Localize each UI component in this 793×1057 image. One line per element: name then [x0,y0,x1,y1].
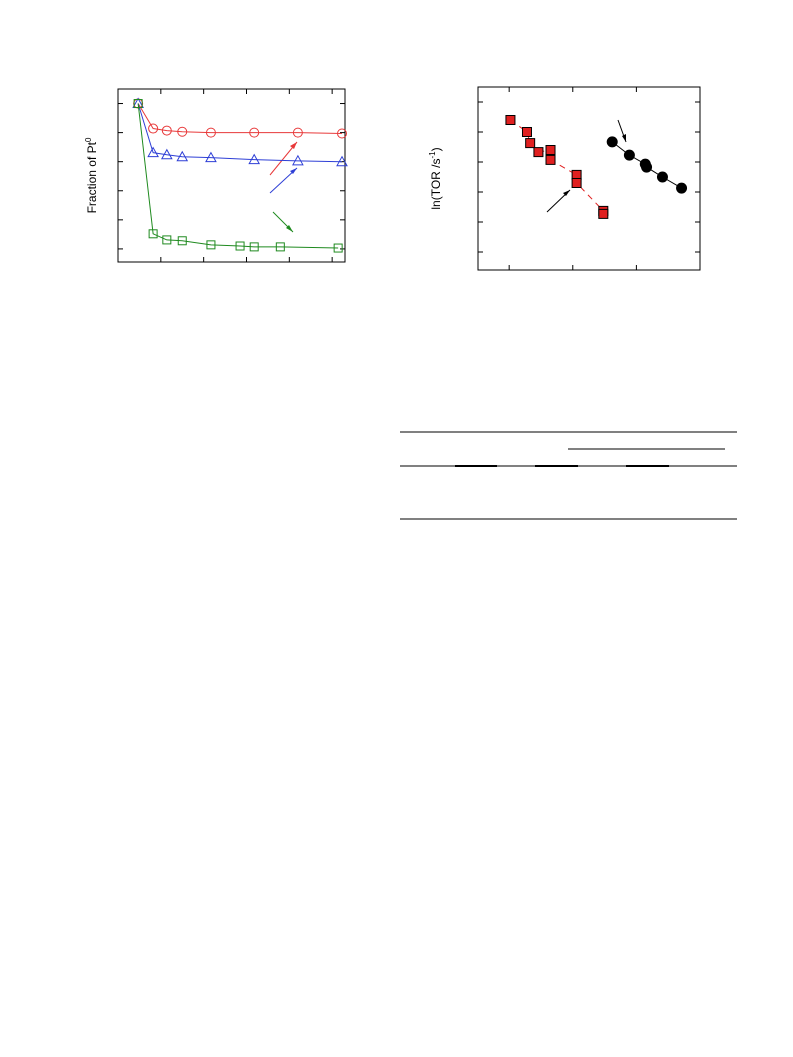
y-axis-label: ln(TOR /s-1) [428,147,443,209]
chart: Fraction of Pt0 [84,88,348,263]
marker [177,236,187,246]
marker [533,147,544,158]
marker [292,154,304,166]
marker [337,128,348,139]
marker [148,229,158,239]
marker [133,99,143,109]
marker [235,241,245,251]
marker [521,127,532,137]
marker [148,123,159,134]
arrow-head [290,142,297,149]
marker [275,242,285,252]
label-text: ln(TOR /s [429,159,443,210]
marker [336,155,348,167]
series-line [137,103,343,163]
arrow-head [563,190,570,196]
chart: ln(TOR /s-1) [428,86,701,271]
arrow-head [286,225,293,232]
marker [249,127,260,138]
marker [206,240,216,250]
marker [162,235,172,245]
marker [545,145,556,155]
marker [623,149,635,161]
label-text: Fraction of Pt [85,141,99,213]
marker [525,138,536,149]
series-line [510,119,604,214]
marker [333,243,343,253]
marker [176,150,189,162]
marker [248,153,261,165]
table-rules [400,431,737,520]
arrow-head [622,134,626,142]
plot-frame [117,88,346,263]
superscript: -1 [428,151,437,159]
marker [161,125,172,136]
marker [598,208,609,219]
marker [160,148,173,160]
marker [545,154,556,165]
series-line [137,103,343,134]
label-text: ) [429,147,443,151]
arrows [269,119,627,233]
marker [571,178,582,188]
series-line [137,103,339,249]
marker [505,115,516,125]
arrow-head [290,168,297,174]
marker [292,127,303,138]
superscript: 0 [84,137,93,142]
marker [205,151,217,163]
marker [606,136,618,148]
marker [676,182,688,194]
marker [249,242,259,252]
plot-frame [477,86,701,271]
marker [177,126,188,137]
marker [205,127,216,138]
marker [641,161,653,173]
marker [147,146,159,158]
marker [656,171,668,183]
y-axis-label: Fraction of Pt0 [84,137,99,213]
